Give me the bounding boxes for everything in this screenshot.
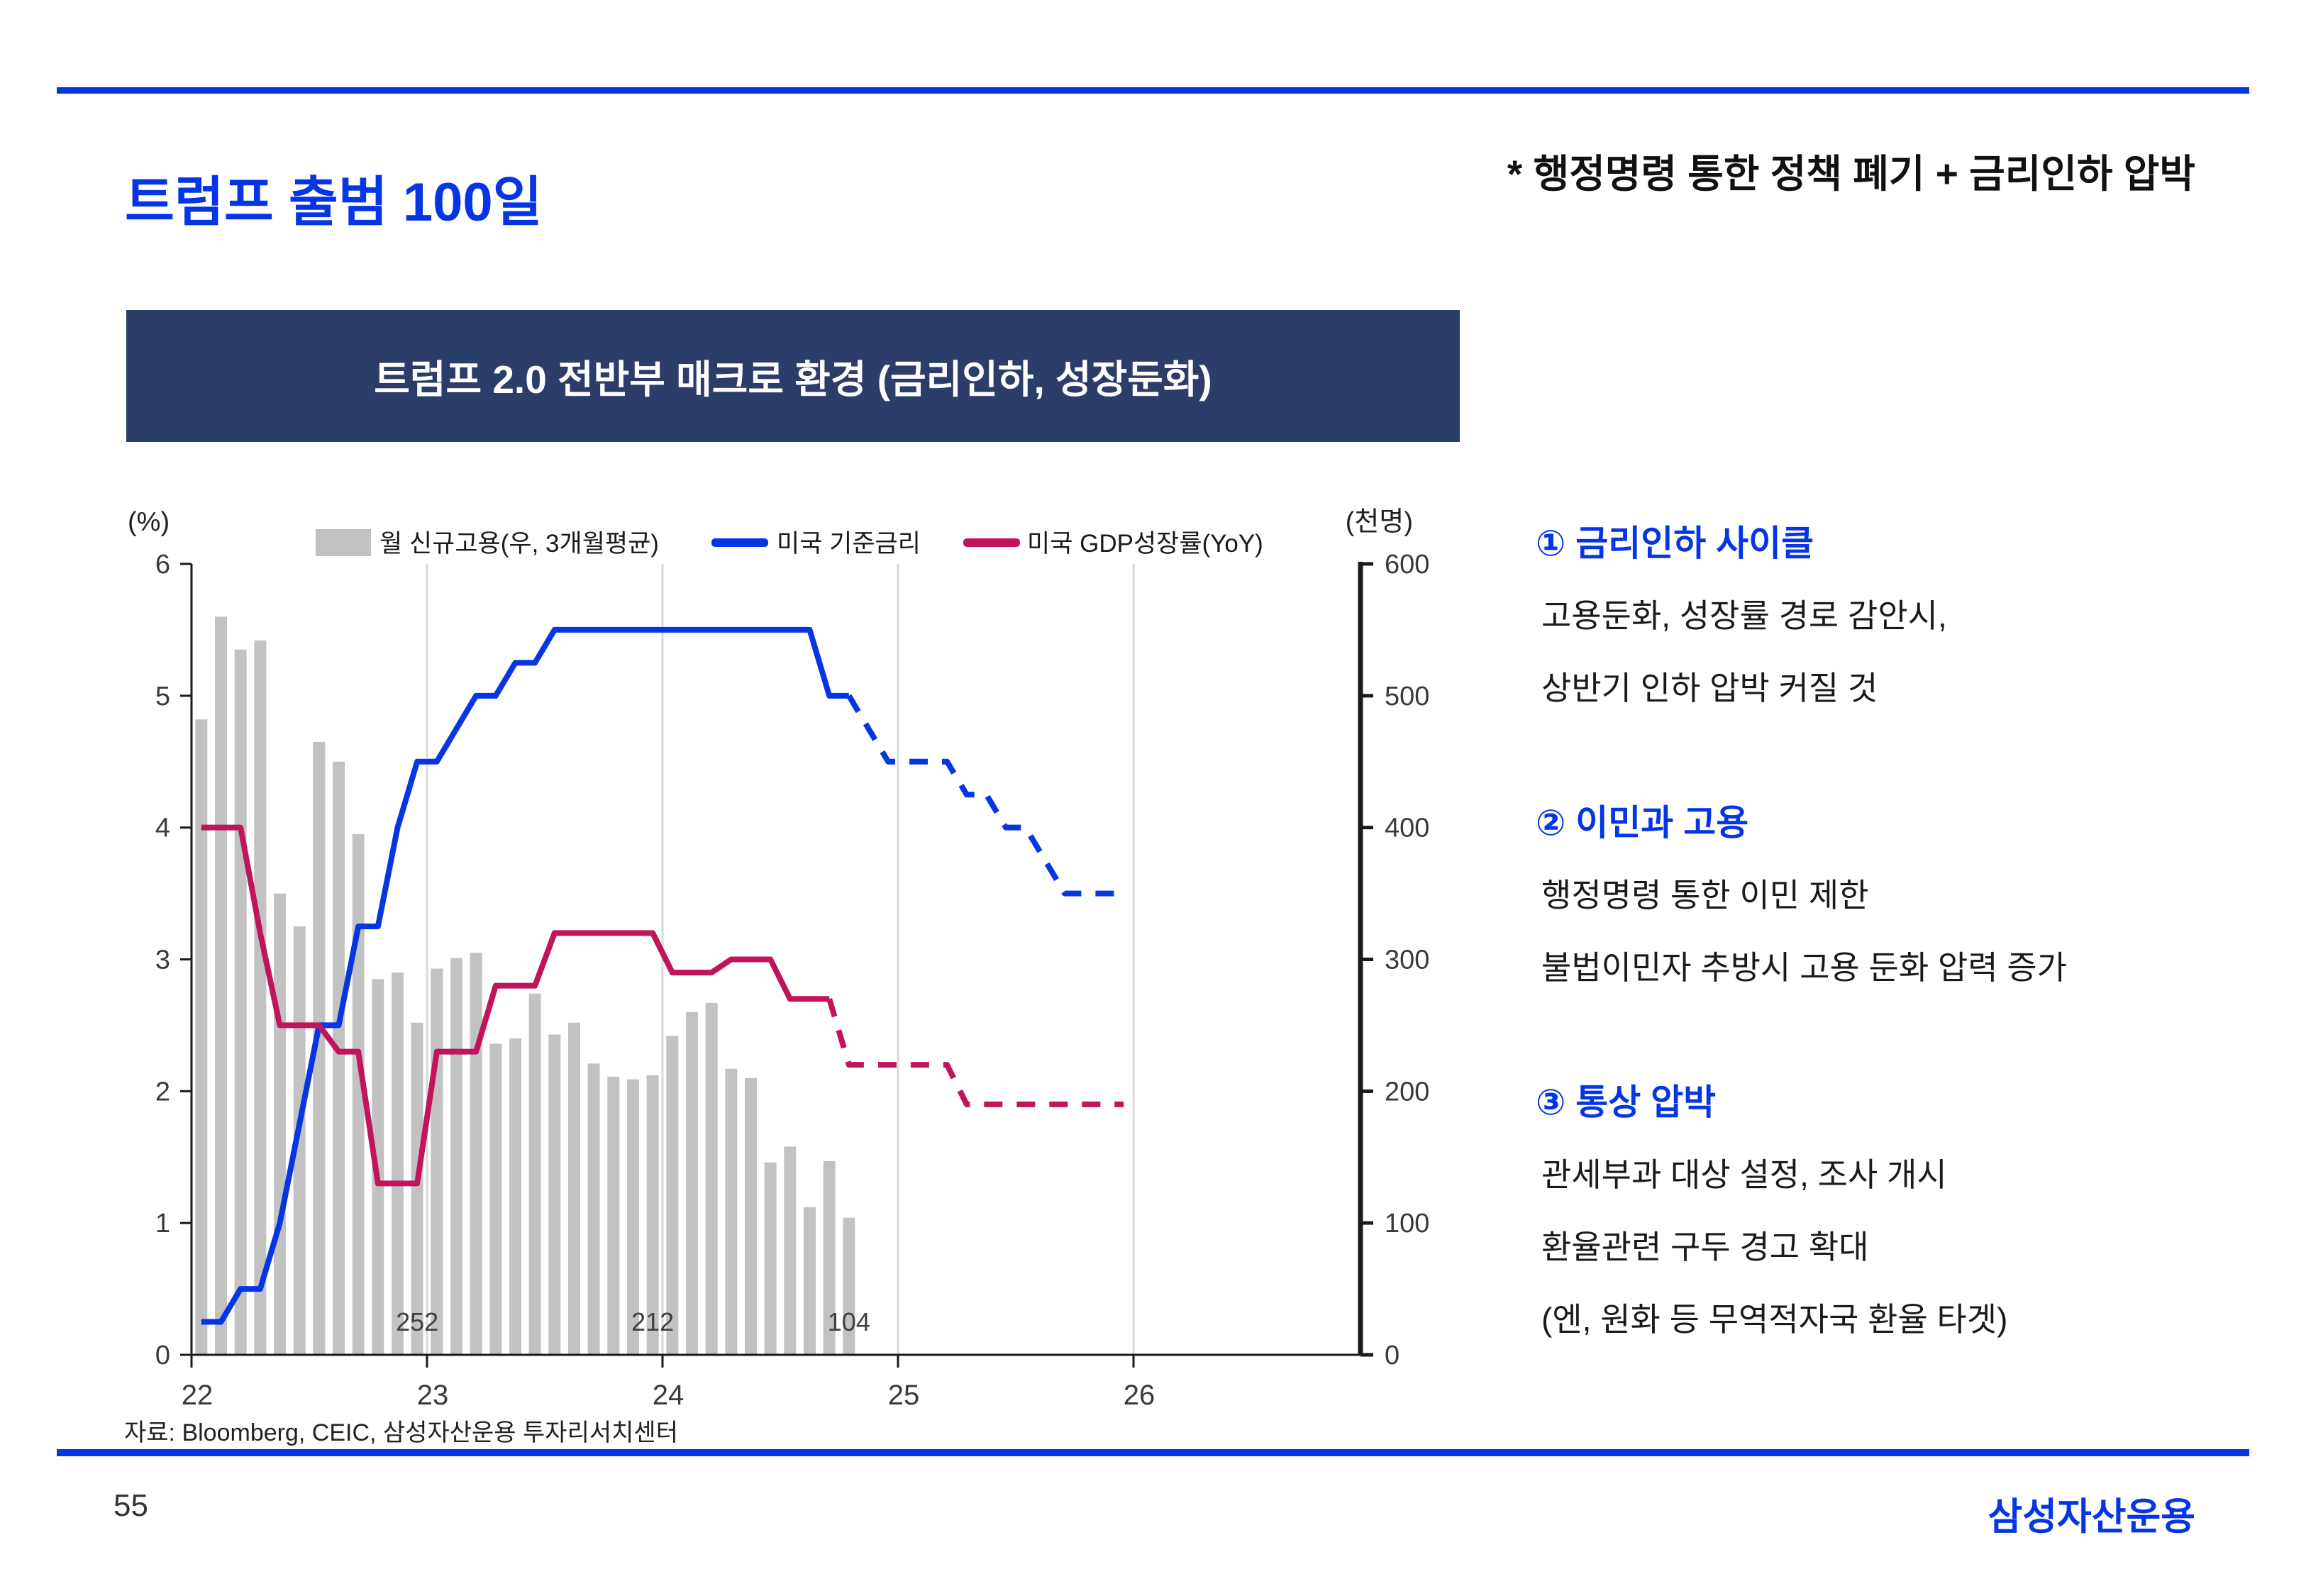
page-subtitle: * 행정명령 통한 정책 폐기 + 금리인하 압박 bbox=[1507, 152, 2195, 196]
right-tick-label: 0 bbox=[1385, 1341, 1399, 1370]
note-section-immigration-employment: ② 이민과 고용 행정명령 통한 이민 제한 불법이민자 추방시 고용 둔화 압… bbox=[1536, 801, 2288, 988]
employment-bar bbox=[745, 1077, 757, 1355]
right-tick-label: 500 bbox=[1385, 682, 1429, 711]
policy-rate-line-forecast-dashed bbox=[846, 694, 1124, 897]
note-section-rate-cut-cycle: ① 금리인하 사이클 고용둔화, 성장률 경로 감안시, 상반기 인하 압박 커… bbox=[1536, 521, 2288, 709]
x-tick-label: 24 bbox=[653, 1380, 684, 1411]
employment-bar bbox=[725, 1068, 738, 1355]
gdp-growth-line-solid bbox=[201, 824, 830, 1187]
employment-bar bbox=[195, 719, 208, 1355]
source-note: 자료: Bloomberg, CEIC, 삼성자산운용 투자리서치센터 bbox=[124, 1419, 678, 1446]
right-tick-label: 600 bbox=[1385, 550, 1429, 580]
legend-label: 미국 GDP성장률(YoY) bbox=[1027, 530, 1263, 558]
page-number: 55 bbox=[113, 1488, 148, 1523]
employment-bar bbox=[274, 893, 286, 1355]
note-heading: ② 이민과 고용 bbox=[1536, 803, 1749, 843]
legend-swatch-line bbox=[711, 538, 768, 547]
policy-rate-line-solid bbox=[201, 626, 849, 1325]
right-tick-label: 200 bbox=[1385, 1077, 1429, 1107]
employment-bar bbox=[627, 1079, 639, 1355]
left-tick-label: 1 bbox=[155, 1209, 170, 1238]
legend-swatch-line bbox=[963, 538, 1020, 547]
employment-bar bbox=[431, 968, 443, 1355]
employment-bar bbox=[646, 1075, 659, 1355]
note-line: 행정명령 통한 이민 제한 bbox=[1541, 877, 1869, 914]
employment-bar bbox=[234, 649, 247, 1355]
employment-bar bbox=[784, 1146, 797, 1355]
legend-label: 월 신규고용(우, 3개월평균) bbox=[379, 530, 659, 558]
employment-bar bbox=[333, 761, 345, 1355]
left-tick-label: 3 bbox=[155, 946, 170, 975]
left-axis-unit: (%) bbox=[128, 507, 170, 537]
right-tick-label: 300 bbox=[1385, 946, 1429, 975]
notes-column: ① 금리인하 사이클 고용둔화, 성장률 경로 감안시, 상반기 인하 압박 커… bbox=[1536, 521, 2288, 1432]
right-axis-unit: (천명) bbox=[1346, 507, 1413, 537]
left-tick-label: 5 bbox=[155, 682, 170, 711]
employment-bar bbox=[489, 1043, 502, 1355]
left-tick-label: 2 bbox=[155, 1077, 170, 1107]
note-line: (엔, 원화 등 무역적자국 환율 타겟) bbox=[1541, 1301, 2008, 1338]
page-title: 트럼프 출범 100일 bbox=[125, 172, 543, 233]
left-tick-label: 6 bbox=[155, 550, 170, 580]
note-line: 고용둔화, 성장률 경로 감안시, bbox=[1541, 597, 1947, 634]
bar-annotation: 252 bbox=[396, 1307, 438, 1336]
legend-label: 미국 기준금리 bbox=[777, 530, 921, 558]
employment-bar bbox=[607, 1076, 620, 1355]
employment-bar bbox=[686, 1012, 698, 1355]
employment-bar bbox=[509, 1038, 521, 1355]
employment-bar bbox=[568, 1022, 580, 1355]
employment-bar bbox=[823, 1160, 836, 1355]
x-tick-label: 23 bbox=[417, 1380, 449, 1411]
right-tick-label: 400 bbox=[1385, 814, 1429, 843]
employment-bar bbox=[548, 1034, 561, 1355]
company-logo: 삼성자산운용 bbox=[1988, 1496, 2195, 1538]
employment-bar bbox=[352, 833, 365, 1355]
employment-bar bbox=[843, 1217, 855, 1355]
employment-bar bbox=[804, 1207, 816, 1355]
employment-bar bbox=[313, 741, 326, 1355]
gdp-growth-line-forecast-dashed bbox=[826, 998, 1124, 1107]
note-line: 관세부과 대상 설정, 조사 개시 bbox=[1541, 1156, 1947, 1193]
employment-bar bbox=[528, 993, 541, 1355]
employment-bar bbox=[450, 958, 462, 1355]
note-line: 환율관련 구두 경고 확대 bbox=[1541, 1229, 1869, 1265]
left-tick-label: 0 bbox=[155, 1341, 170, 1370]
employment-bar bbox=[293, 926, 306, 1355]
left-tick-label: 4 bbox=[155, 814, 170, 843]
chart-title-box: 트럼프 2.0 전반부 매크로 환경 (금리인하, 성장둔화) bbox=[126, 310, 1460, 442]
employment-bar bbox=[411, 1022, 423, 1355]
bar-annotation: 104 bbox=[828, 1307, 870, 1336]
note-heading: ③ 통상 압박 bbox=[1536, 1082, 1717, 1122]
employment-bar bbox=[764, 1162, 777, 1355]
note-line: 상반기 인하 압박 커질 것 bbox=[1541, 670, 1878, 706]
note-section-trade-pressure: ③ 통상 압박 관세부과 대상 설정, 조사 개시 환율관련 구두 경고 확대 … bbox=[1536, 1080, 2288, 1340]
employment-bar bbox=[587, 1063, 600, 1355]
employment-bar bbox=[215, 616, 227, 1356]
note-line: 불법이민자 추방시 고용 둔화 압력 증가 bbox=[1541, 949, 2068, 986]
bottom-divider bbox=[57, 1449, 2249, 1456]
x-tick-label: 22 bbox=[182, 1380, 214, 1411]
chart-title: 트럼프 2.0 전반부 매크로 환경 (금리인하, 성장둔화) bbox=[374, 358, 1212, 401]
x-tick-label: 26 bbox=[1124, 1380, 1155, 1411]
x-tick-label: 25 bbox=[888, 1380, 920, 1411]
legend-swatch-bar bbox=[316, 529, 371, 556]
employment-bar bbox=[392, 972, 404, 1355]
right-tick-label: 100 bbox=[1385, 1209, 1429, 1238]
employment-bar bbox=[470, 953, 482, 1355]
employment-bar bbox=[705, 1002, 718, 1355]
employment-bar bbox=[666, 1036, 679, 1355]
employment-bar bbox=[254, 640, 267, 1355]
bar-annotation: 212 bbox=[631, 1307, 674, 1336]
note-heading: ① 금리인하 사이클 bbox=[1536, 523, 1814, 563]
top-divider bbox=[57, 87, 2249, 94]
